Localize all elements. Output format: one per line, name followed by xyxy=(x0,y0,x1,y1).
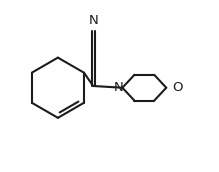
Text: O: O xyxy=(172,81,182,94)
Text: N: N xyxy=(88,14,98,27)
Text: N: N xyxy=(114,81,124,94)
